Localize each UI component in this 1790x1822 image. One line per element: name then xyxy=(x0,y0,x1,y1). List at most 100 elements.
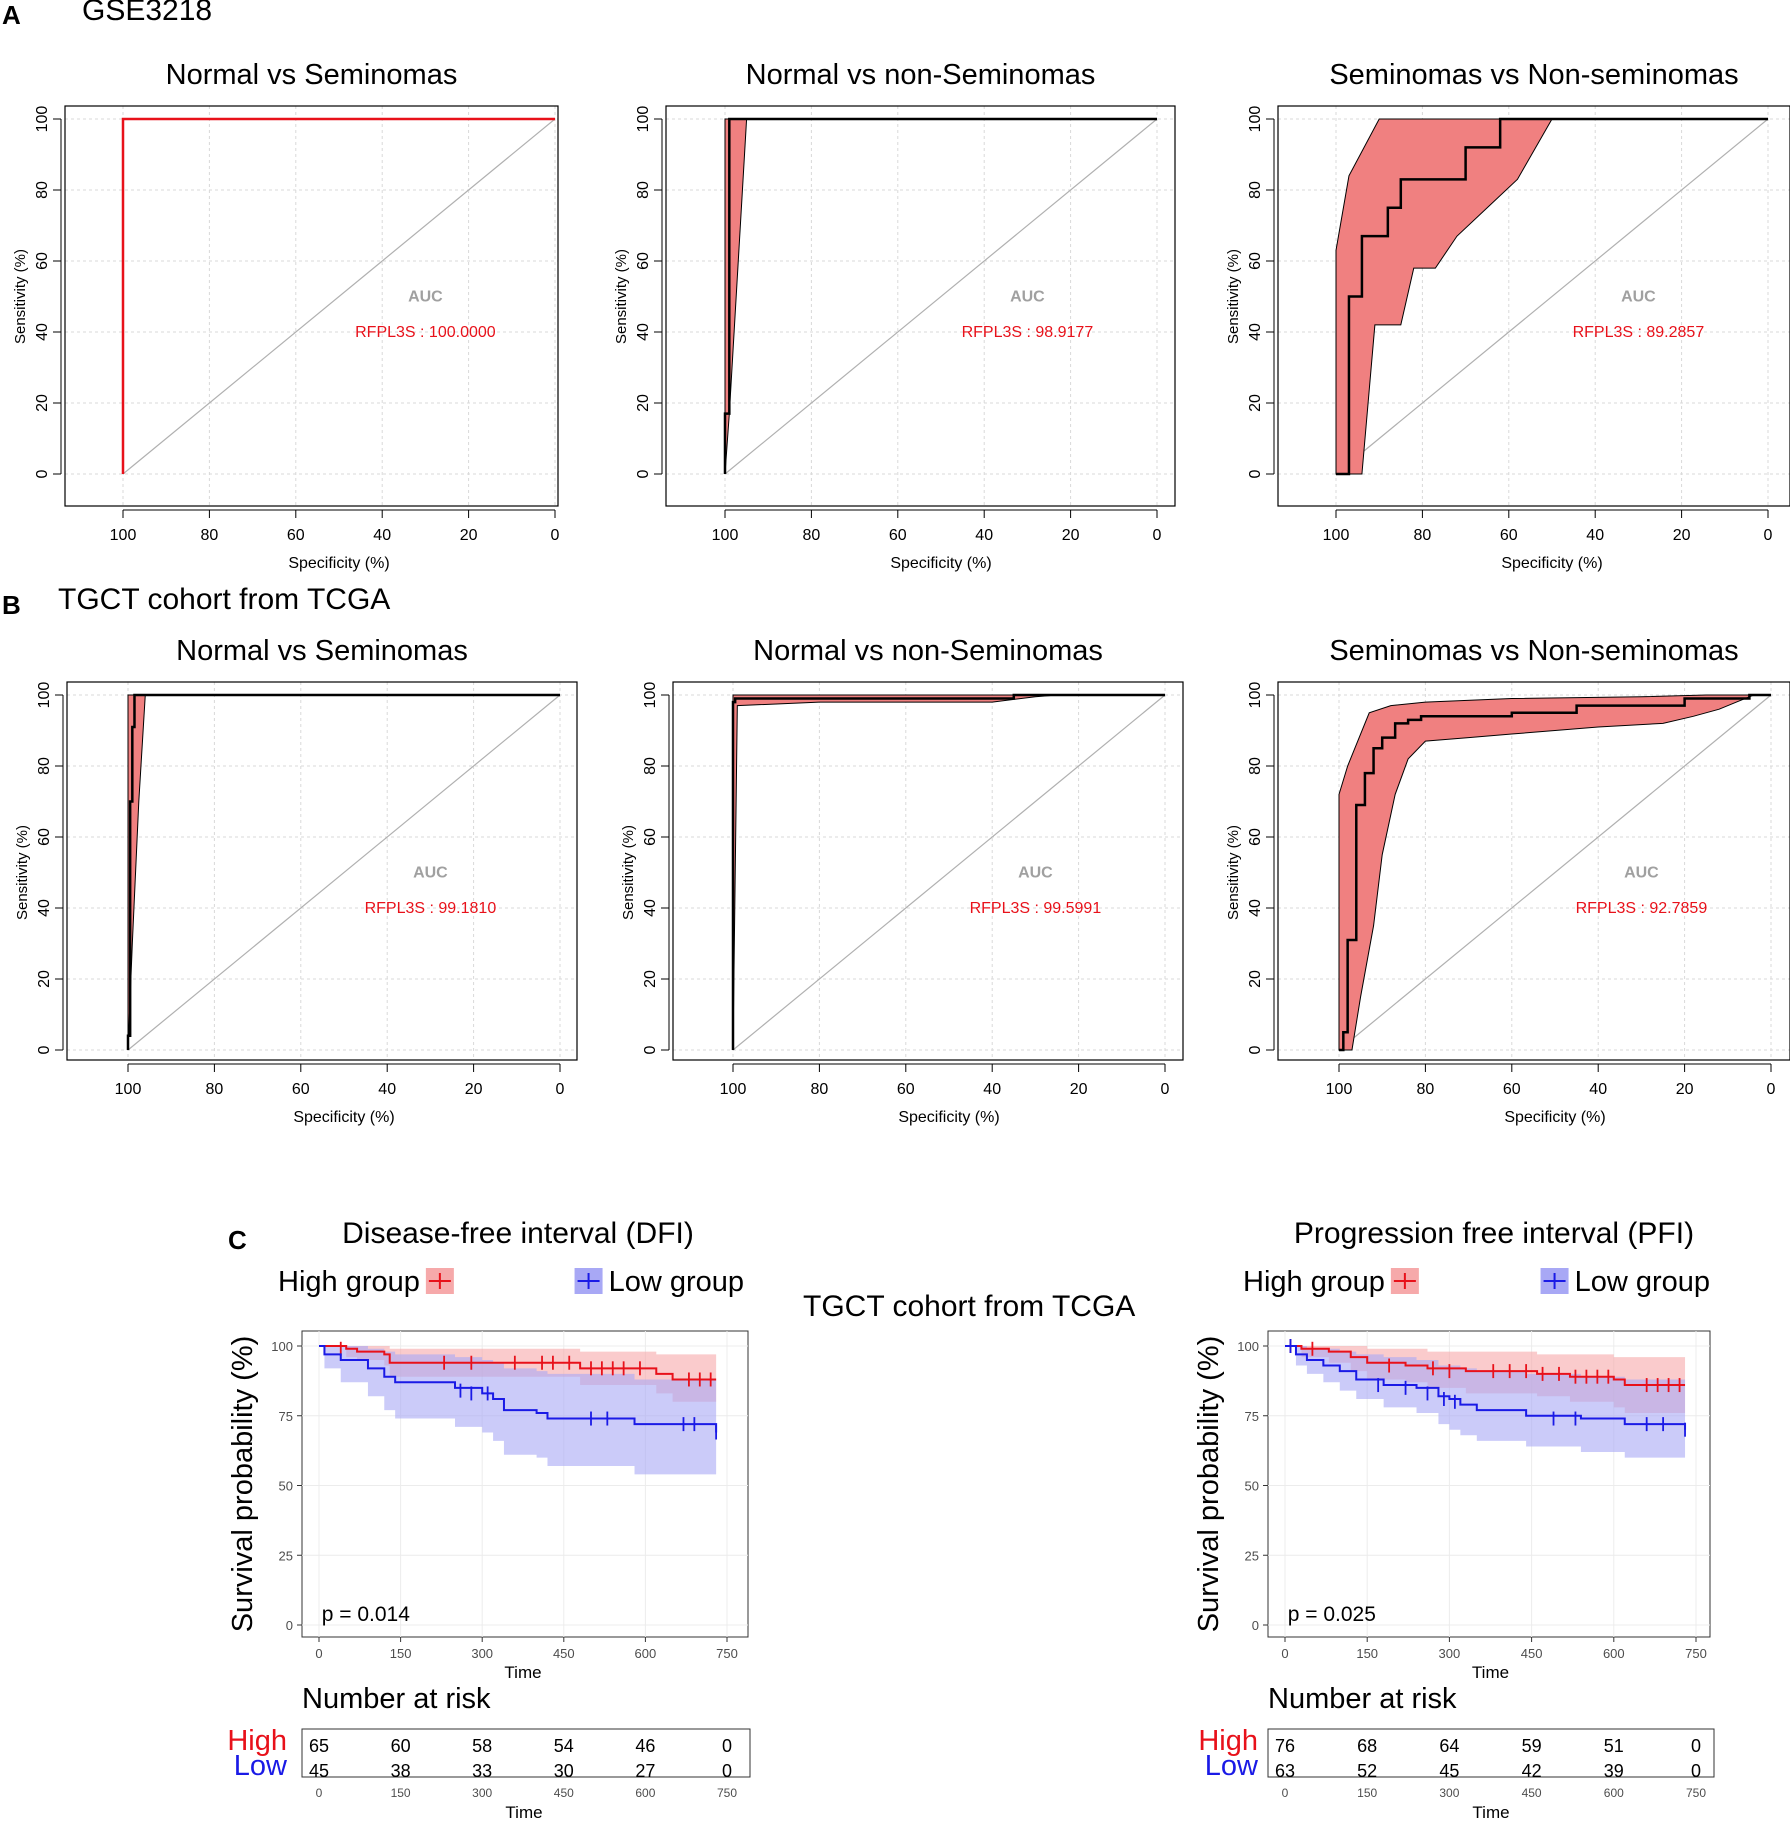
rocB2-y-tick-label-2: 60 xyxy=(642,828,659,846)
kmPFI-y-tick-label-4: 100 xyxy=(1237,1339,1259,1354)
rocA3-y-tick-label-0: 100 xyxy=(1247,106,1264,133)
rocB2-x-tick-label-4: 20 xyxy=(1070,1081,1088,1098)
kmPFI-risk-value-high-5: 0 xyxy=(1691,1736,1701,1756)
panel-b-letter: B xyxy=(2,590,21,620)
rocA1-auc-label: AUC xyxy=(408,289,443,306)
kmPFI-risk-x-tick-label-4: 600 xyxy=(1604,1786,1624,1800)
rocA2-y-tick-label-5: 0 xyxy=(635,469,652,478)
rocA1-x-tick-label-1: 80 xyxy=(201,527,219,544)
rocA2-x-tick-label-5: 0 xyxy=(1153,527,1162,544)
rocA1-chart-title: Normal vs Seminomas xyxy=(166,59,458,91)
kmPFI-p-value: p = 0.025 xyxy=(1288,1603,1376,1626)
rocB1-y-tick-label-4: 20 xyxy=(36,970,53,988)
kmPFI-risk-value-low-1: 52 xyxy=(1357,1761,1377,1781)
kmPFI-y-tick-label-0: 0 xyxy=(1252,1618,1259,1633)
kmPFI-risk-value-high-0: 76 xyxy=(1275,1736,1295,1756)
rocA2-x-tick-label-3: 40 xyxy=(975,527,993,544)
kmPFI-y-tick-label-3: 75 xyxy=(1245,1409,1259,1424)
rocA1-x-tick-label-2: 60 xyxy=(287,527,305,544)
rocB3-auc-label: AUC xyxy=(1624,865,1659,882)
kmPFI-risk-value-high-3: 59 xyxy=(1522,1736,1542,1756)
rocA2-chart-title: Normal vs non-Seminomas xyxy=(746,59,1096,91)
kmPFI-risk-value-low-2: 45 xyxy=(1439,1761,1459,1781)
kmPFI-risk-x-tick-label-2: 300 xyxy=(1439,1786,1459,1800)
kmPFI-risk-value-low-0: 63 xyxy=(1275,1761,1295,1781)
rocB3-y-tick-label-5: 0 xyxy=(1247,1045,1264,1054)
kmDFI-risk-x-tick-label-0: 0 xyxy=(316,1786,323,1800)
kmDFI-risk-value-low-0: 45 xyxy=(309,1761,329,1781)
rocA3-ci-band xyxy=(1335,118,1768,475)
rocA3-plot-frame xyxy=(1277,105,1790,507)
kmDFI-risk-value-high-0: 65 xyxy=(309,1736,329,1756)
kmDFI-y-axis-label: Survival probability (%) xyxy=(227,1336,259,1633)
rocA3-x-tick-label-3: 40 xyxy=(1586,527,1604,544)
rocA1-x-tick-label-4: 20 xyxy=(460,527,478,544)
rocB2-y-tick-label-0: 100 xyxy=(642,682,659,709)
rocA2-x-tick-label-2: 60 xyxy=(889,527,907,544)
kmPFI-risk-x-tick-label-5: 750 xyxy=(1686,1786,1706,1800)
kmPFI-risk-x-axis-label: Time xyxy=(1472,1803,1509,1822)
kmDFI-x-tick-label-4: 600 xyxy=(635,1646,657,1661)
rocA3-x-tick-label-5: 0 xyxy=(1764,527,1773,544)
rocB1-y-tick-label-3: 40 xyxy=(36,899,53,917)
kmDFI-y-tick-label-1: 25 xyxy=(279,1548,293,1563)
rocA1-y-tick-label-5: 0 xyxy=(34,469,51,478)
rocB2-chart-title: Normal vs non-Seminomas xyxy=(753,635,1103,667)
kmDFI-ci-band-low xyxy=(319,1346,717,1486)
kmPFI-x-tick-label-4: 600 xyxy=(1603,1646,1625,1661)
rocA3-y-tick-label-2: 60 xyxy=(1247,252,1264,270)
kmPFI-x-tick-label-5: 750 xyxy=(1685,1646,1707,1661)
rocB1-chart-title: Normal vs Seminomas xyxy=(176,635,468,667)
kmPFI-x-tick-label-0: 0 xyxy=(1281,1646,1288,1661)
rocA2-roc-curve xyxy=(723,117,1157,474)
rocB1-y-tick-label-2: 60 xyxy=(36,828,53,846)
rocA2-y-tick-label-1: 80 xyxy=(635,181,652,199)
rocA2-x-tick-label-4: 20 xyxy=(1062,527,1080,544)
rocB3-x-tick-label-3: 40 xyxy=(1589,1081,1607,1098)
kmDFI-x-tick-label-1: 150 xyxy=(390,1646,412,1661)
rocB3-chart-title: Seminomas vs Non-seminomas xyxy=(1329,635,1738,667)
kmDFI-y-tick-label-0: 0 xyxy=(286,1618,293,1633)
rocB1-y-tick-label-0: 100 xyxy=(36,682,53,709)
rocA1-plot-frame xyxy=(64,105,559,507)
kmDFI-chart-title: Disease-free interval (DFI) xyxy=(342,1217,694,1250)
kmPFI-risk-value-high-1: 68 xyxy=(1357,1736,1377,1756)
kmPFI-chart-title: Progression free interval (PFI) xyxy=(1294,1217,1694,1250)
kmPFI-risk-value-high-2: 64 xyxy=(1439,1736,1459,1756)
rocB3-x-tick-label-1: 80 xyxy=(1417,1081,1435,1098)
rocB1-plot-frame xyxy=(66,681,578,1061)
kmDFI-survival-curve-low xyxy=(319,1345,718,1433)
kmDFI-y-tick-label-3: 75 xyxy=(279,1409,293,1424)
rocB3-y-tick-label-0: 100 xyxy=(1247,682,1264,709)
rocA3-roc-curve xyxy=(1336,117,1768,476)
rocB3-y-tick-label-1: 80 xyxy=(1247,757,1264,775)
kmPFI-survival-curve-high xyxy=(1285,1345,1686,1387)
rocB2-x-tick-label-5: 0 xyxy=(1161,1081,1170,1098)
rocA1-y-tick-label-1: 80 xyxy=(34,181,51,199)
rocB2-x-axis-label: Specificity (%) xyxy=(898,1109,999,1126)
rocA2-chance-diagonal xyxy=(724,118,1158,475)
kmPFI-x-tick-label-3: 450 xyxy=(1521,1646,1543,1661)
kmPFI-risk-value-low-4: 39 xyxy=(1604,1761,1624,1781)
kmDFI-p-value: p = 0.014 xyxy=(322,1603,410,1626)
rocB1-x-tick-label-4: 20 xyxy=(465,1081,483,1098)
rocB2-chance-diagonal xyxy=(732,694,1166,1051)
rocB3-y-tick-label-3: 40 xyxy=(1247,899,1264,917)
kmDFI-risk-row-label-low: Low xyxy=(234,1750,288,1782)
kmPFI-risk-row-label-high: High xyxy=(1198,1725,1258,1757)
rocB3-y-tick-label-4: 20 xyxy=(1247,970,1264,988)
rocA2-x-tick-label-0: 100 xyxy=(712,527,739,544)
rocA1-y-tick-label-3: 40 xyxy=(34,323,51,341)
kmPFI-survival-curve-low xyxy=(1285,1345,1687,1430)
rocA3-x-tick-label-1: 80 xyxy=(1414,527,1432,544)
kmDFI-risk-value-high-4: 46 xyxy=(635,1736,655,1756)
rocB2-plot-frame xyxy=(672,681,1184,1061)
kmPFI-risk-table-title: Number at risk xyxy=(1268,1683,1457,1715)
kmPFI-risk-value-low-5: 0 xyxy=(1691,1761,1701,1781)
rocA3-x-tick-label-4: 20 xyxy=(1673,527,1691,544)
rocA1-chance-diagonal xyxy=(122,118,556,475)
rocB1-x-tick-label-3: 40 xyxy=(378,1081,396,1098)
kmDFI-risk-x-axis-label: Time xyxy=(505,1803,542,1822)
rocB1-x-tick-label-1: 80 xyxy=(206,1081,224,1098)
